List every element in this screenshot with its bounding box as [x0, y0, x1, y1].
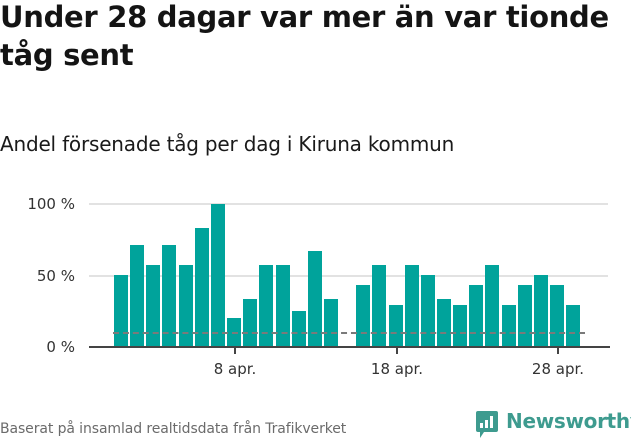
bar	[356, 284, 371, 346]
bar	[146, 265, 161, 346]
x-label-8-apr: 8 apr.	[213, 360, 257, 378]
newsworthy-logo[interactable]: Newsworthy	[476, 409, 631, 438]
x-label-18-apr: 18 apr.	[370, 360, 424, 378]
bar	[469, 284, 484, 346]
bar	[501, 304, 516, 346]
bar	[275, 265, 290, 346]
bar	[243, 299, 258, 346]
source-note: Baserat på insamlad realtidsdata från Tr…	[0, 421, 347, 437]
x-label-28-apr: 28 apr.	[531, 360, 585, 378]
bar	[533, 275, 548, 346]
bar	[566, 304, 581, 346]
bar	[323, 299, 338, 346]
x-tick-28-apr	[557, 347, 559, 354]
bar	[550, 284, 564, 346]
x-axis-line	[89, 346, 610, 348]
bar	[420, 275, 435, 346]
y-tick-50: 50 %	[36, 267, 75, 285]
bar-chart-icon	[476, 410, 498, 438]
y-tick-100: 100 %	[27, 195, 75, 213]
chart-title: Under 28 dagar var mer än var tionde tåg…	[0, 0, 609, 72]
logo-text: Newsworthy	[506, 409, 631, 433]
bar	[291, 310, 306, 346]
bar	[178, 265, 193, 346]
bar	[485, 265, 500, 346]
bar	[194, 228, 209, 346]
x-tick-8-apr	[234, 347, 236, 354]
bar	[259, 265, 274, 346]
y-tick-0: 0 %	[46, 338, 75, 356]
bar	[130, 245, 145, 346]
bar	[453, 304, 468, 346]
bar	[404, 265, 419, 346]
bar	[162, 245, 177, 346]
bar	[114, 275, 128, 346]
bar	[372, 265, 387, 346]
chart-subtitle: Andel försenade tåg per dag i Kiruna kom…	[0, 132, 455, 156]
gridline-50	[89, 275, 608, 277]
reference-line	[113, 331, 585, 334]
bar	[517, 284, 532, 346]
bar	[437, 299, 451, 346]
bar	[227, 317, 241, 346]
bar	[307, 250, 322, 346]
bar	[388, 304, 403, 346]
gridline-100	[89, 203, 608, 205]
bar-chart: 100 % 50 % 0 % 8 apr. 18 apr. 28 apr.	[0, 190, 631, 390]
bar	[210, 204, 225, 346]
x-tick-18-apr	[396, 347, 398, 354]
